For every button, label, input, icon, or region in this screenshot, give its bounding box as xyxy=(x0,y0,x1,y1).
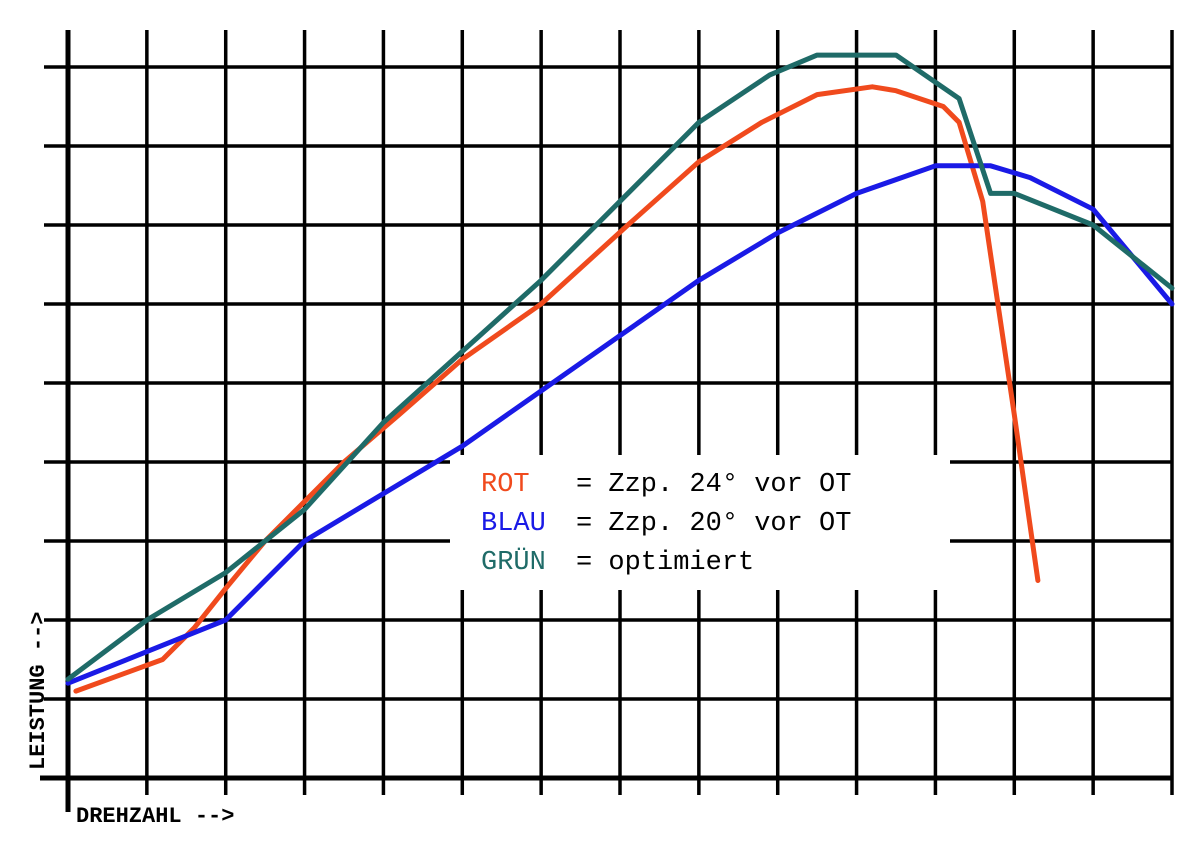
legend-key-gruen: GRÜN xyxy=(481,546,546,578)
legend-key-blau: BLAU xyxy=(481,509,546,539)
series-line-rot xyxy=(73,84,1041,694)
legend-text-rot: = Zzp. 24° vor OT xyxy=(576,470,851,500)
series-line-blau xyxy=(65,163,1175,686)
legend-text-blau: = Zzp. 20° vor OT xyxy=(576,509,851,539)
series-line-gruen xyxy=(65,52,1175,682)
legend-background xyxy=(450,455,950,590)
legend-key-rot: ROT xyxy=(481,470,530,500)
series-layer xyxy=(65,52,1175,694)
grid-layer xyxy=(44,30,1174,795)
legend: ROT = Zzp. 24° vor OT BLAU = Zzp. 20° vo… xyxy=(450,455,950,590)
y-axis-label: LEISTUNG --> xyxy=(26,612,51,770)
legend-text-gruen: = optimiert xyxy=(576,548,754,578)
x-axis-label: DREHZAHL --> xyxy=(76,804,234,829)
